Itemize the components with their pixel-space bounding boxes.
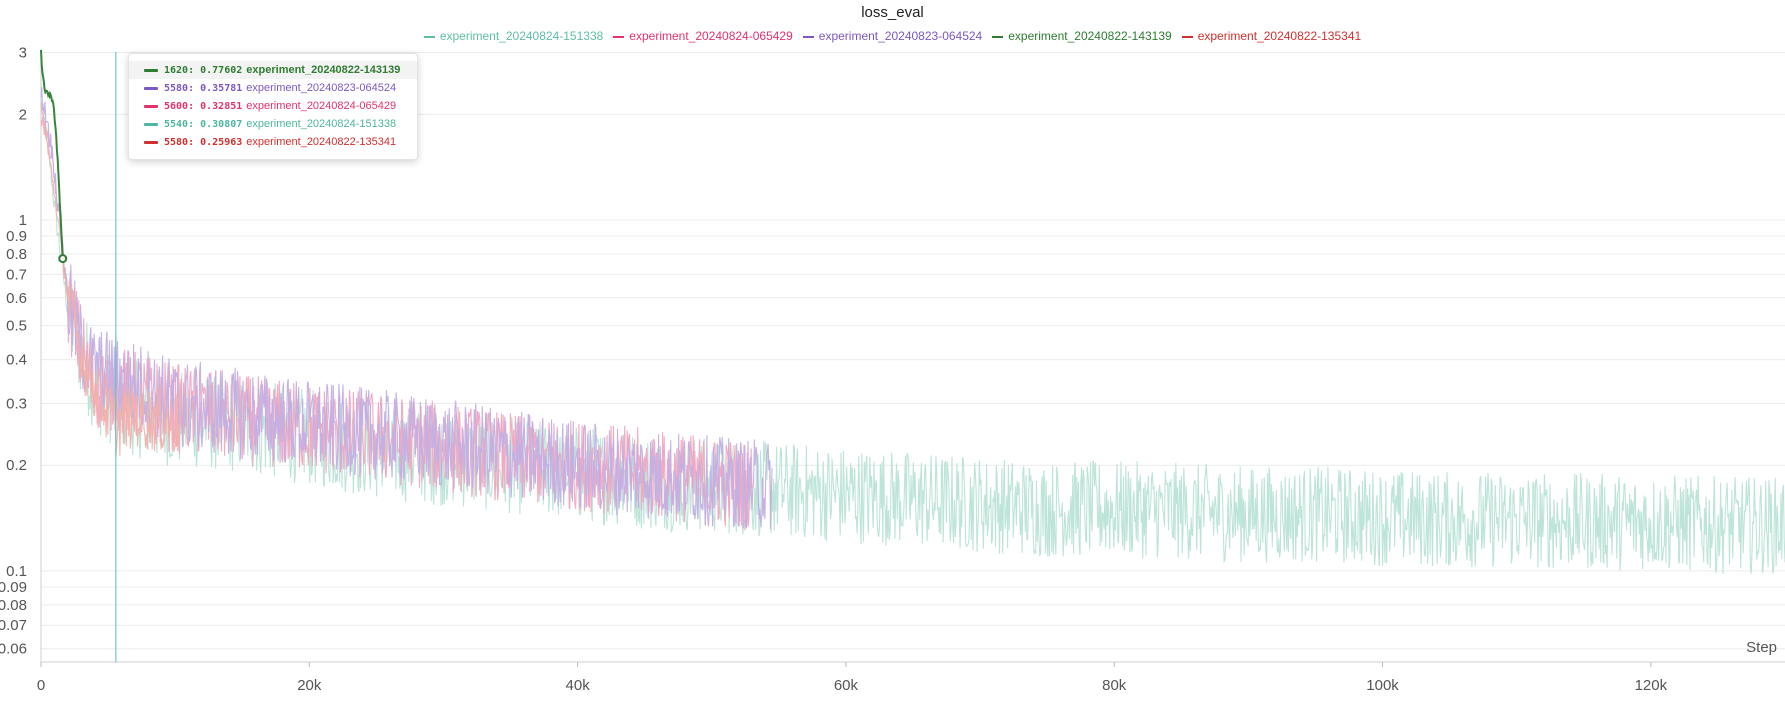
legend-label: experiment_20240824-151338 <box>439 29 604 43</box>
legend-item[interactable]: experiment_20240822-135341 <box>1181 29 1362 43</box>
legend-swatch <box>613 35 625 38</box>
y-tick-label: 0.2 <box>6 457 27 474</box>
tooltip-series-name: experiment_20240824-151338 <box>246 118 397 130</box>
x-tick-label: 120k <box>1635 677 1668 694</box>
y-tick-label: 0.3 <box>6 395 27 412</box>
legend-swatch <box>992 35 1004 38</box>
y-tick-label: 0.06 <box>0 641 27 658</box>
x-tick-label: 80k <box>1102 677 1127 694</box>
legend-item[interactable]: experiment_20240824-151338 <box>423 29 604 43</box>
legend-label: experiment_20240822-135341 <box>1197 29 1362 43</box>
legend-item[interactable]: experiment_20240823-064524 <box>802 29 983 43</box>
tooltip-series-name: experiment_20240823-064524 <box>246 82 397 94</box>
legend-label: experiment_20240822-143139 <box>1008 29 1172 43</box>
tooltip-series-name: experiment_20240822-135341 <box>246 136 397 148</box>
y-tick-label: 2 <box>19 106 27 123</box>
tooltip-value: 5580: 0.25963 <box>164 136 243 148</box>
x-tick-label: 20k <box>297 677 322 694</box>
y-tick-label: 0.07 <box>0 617 27 634</box>
legend-label: experiment_20240823-064524 <box>818 29 983 43</box>
y-tick-label: 1 <box>19 212 27 229</box>
tooltip-row: 1620: 0.77602 experiment_20240822-143139 <box>129 61 417 79</box>
y-tick-label: 0.6 <box>6 290 27 307</box>
y-tick-label: 0.7 <box>6 266 27 283</box>
series-line-experiment_20240822-143139 <box>40 49 64 260</box>
tooltip-swatch <box>144 68 158 72</box>
legend-swatch <box>1181 35 1193 38</box>
y-tick-label: 0.8 <box>6 246 27 263</box>
tooltip-swatch <box>144 104 158 108</box>
x-axis-label: Step <box>1746 639 1777 656</box>
series-line-experiment_20240824-151338 <box>40 95 1785 574</box>
tooltip-value: 5600: 0.32851 <box>164 100 243 112</box>
x-tick-label: 40k <box>566 677 591 694</box>
y-tick-label: 0.1 <box>6 563 27 580</box>
legend-label: experiment_20240824-065429 <box>629 29 793 43</box>
legend-item[interactable]: experiment_20240824-065429 <box>613 29 793 43</box>
legend-item[interactable]: experiment_20240822-143139 <box>992 29 1172 43</box>
tooltip-swatch <box>144 122 158 126</box>
tooltip-value: 5540: 0.30807 <box>164 118 243 130</box>
series-line-experiment_20240823-064524 <box>40 87 773 530</box>
tooltip-value: 5580: 0.35781 <box>164 82 243 94</box>
tooltip-value: 1620: 0.77602 <box>164 64 243 76</box>
y-tick-label: 0.09 <box>0 579 27 596</box>
tooltip-swatch <box>144 140 158 144</box>
tooltip-row: 5540: 0.30807 experiment_20240824-151338 <box>129 115 417 133</box>
hover-point-marker <box>58 254 68 264</box>
tooltip-swatch <box>144 86 158 90</box>
tooltip-row: 5580: 0.35781 experiment_20240823-064524 <box>129 79 417 97</box>
chart-title: loss_eval <box>861 4 924 21</box>
series-line-experiment_20240822-135341 <box>40 101 183 458</box>
tooltip-series-name: experiment_20240822-143139 <box>246 64 401 76</box>
chart-legend: experiment_20240824-151338 experiment_202… <box>0 29 1785 43</box>
x-tick-label: 100k <box>1366 677 1399 694</box>
y-tick-label: 0.08 <box>0 597 27 614</box>
tooltip-row: 5580: 0.25963 experiment_20240822-135341 <box>129 133 417 151</box>
y-tick-label: 0.5 <box>6 318 27 335</box>
y-tick-label: 3 <box>19 45 27 62</box>
x-tick-label: 60k <box>834 677 859 694</box>
x-tick-label: 0 <box>37 677 45 694</box>
y-tick-label: 0.9 <box>6 228 27 245</box>
tooltip-series-name: experiment_20240824-065429 <box>246 100 397 112</box>
legend-swatch <box>802 35 814 38</box>
legend-swatch <box>423 35 435 38</box>
tooltip-row: 5600: 0.32851 experiment_20240824-065429 <box>129 97 417 115</box>
y-tick-label: 0.4 <box>6 352 27 369</box>
hover-tooltip: 1620: 0.77602 experiment_20240822-143139 5… <box>128 53 418 160</box>
